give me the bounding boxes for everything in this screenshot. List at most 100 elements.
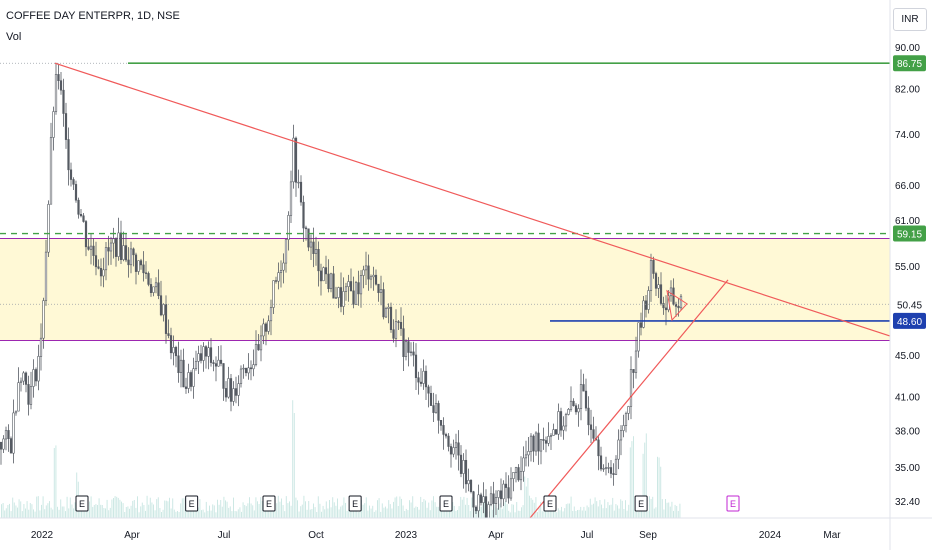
volume-bar [508, 510, 510, 518]
candle-body [419, 381, 423, 384]
earnings-marker[interactable]: E [348, 495, 362, 512]
candle-body [577, 408, 580, 413]
volume-bar [201, 510, 202, 518]
volume-bar [434, 502, 436, 518]
earnings-marker[interactable]: E [75, 495, 89, 512]
volume-bar [178, 512, 180, 518]
earnings-marker[interactable]: E [262, 495, 276, 512]
candle-body [137, 260, 140, 272]
candle-body [304, 227, 308, 230]
volume-bar [657, 456, 658, 518]
candle-body [82, 215, 85, 222]
volume-bar [562, 511, 564, 518]
earnings-marker[interactable]: E [726, 495, 740, 512]
candle-body [489, 493, 493, 505]
candle-body [582, 384, 585, 392]
candle-body [509, 478, 513, 499]
volume-bar [652, 496, 654, 518]
volume-bar [106, 499, 108, 518]
volume-bar [671, 501, 673, 518]
candle-body [637, 322, 640, 352]
candle-body [302, 201, 305, 229]
candle-body [287, 215, 290, 240]
candle-body [84, 221, 88, 248]
candle-body [72, 179, 75, 185]
candle-body [634, 350, 638, 373]
volume-bar [50, 507, 52, 518]
volume-bar [322, 505, 324, 518]
volume-bar [340, 506, 342, 518]
earnings-marker[interactable]: E [185, 495, 199, 512]
volume-bar [437, 506, 439, 518]
candle-body [54, 74, 58, 112]
earnings-marker-box [262, 495, 276, 512]
earnings-marker[interactable]: E [634, 495, 648, 512]
currency-button[interactable]: INR [893, 8, 927, 31]
candle-body [672, 287, 675, 305]
volume-bar [157, 497, 159, 518]
volume-bar [479, 506, 481, 518]
volume-bar [285, 496, 287, 518]
candle-body [27, 384, 30, 405]
volume-bar [173, 509, 175, 518]
volume-bar [250, 503, 252, 518]
candle-body [599, 455, 603, 470]
volume-bar [15, 505, 17, 518]
volume-bar [633, 436, 634, 518]
volume-bar [575, 511, 577, 518]
candle-body [364, 265, 368, 271]
volume-bar [305, 501, 306, 518]
volume-bar [588, 507, 590, 518]
candle-body [644, 300, 648, 310]
candle-body [247, 367, 250, 374]
volume-bar [625, 500, 626, 518]
volume-bar [381, 503, 383, 518]
volume-bar [297, 500, 298, 518]
candle-body [379, 289, 383, 293]
volume-bar [164, 500, 166, 518]
volume-bar [284, 511, 286, 518]
candle-body [624, 413, 628, 426]
volume-bar [370, 508, 372, 518]
volume-bar [138, 512, 140, 518]
earnings-marker[interactable]: E [543, 495, 557, 512]
earnings-marker-label: E [189, 499, 195, 509]
volume-bar [193, 511, 194, 518]
volume-bar [133, 500, 135, 518]
earnings-marker[interactable]: E [439, 495, 453, 512]
candle-body [604, 467, 608, 469]
volume-bar [223, 496, 225, 518]
volume-bar [295, 497, 297, 518]
volume-indicator-label[interactable]: Vol [6, 31, 22, 43]
volume-bar [255, 497, 257, 518]
y-tick-label: 38.00 [895, 426, 920, 437]
candle-body [234, 388, 238, 396]
candle-body [429, 392, 433, 406]
volume-bar [156, 499, 158, 518]
candle-body [194, 361, 198, 369]
volume-bar [373, 511, 375, 518]
volume-bar [364, 503, 366, 518]
candle-body [517, 467, 520, 481]
volume-bar [679, 503, 681, 518]
volume-bar [338, 509, 340, 518]
volume-bar [188, 511, 190, 518]
volume-bar [429, 510, 431, 518]
x-tick-label: Jul [218, 530, 231, 541]
price-axis-label-text: 48.60 [897, 317, 922, 328]
candle-body [229, 378, 233, 402]
price-axis-label-text: 86.75 [897, 59, 922, 70]
candle-body [222, 363, 225, 389]
candle-body [134, 254, 138, 272]
volume-bar [578, 509, 580, 518]
volume-bar [517, 510, 519, 518]
volume-bar [260, 497, 262, 518]
volume-bar [5, 508, 7, 518]
volume-bar [130, 505, 132, 518]
volume-bar [167, 501, 169, 518]
volume-bar [229, 506, 231, 518]
volume-bar [103, 508, 105, 518]
volume-bar [617, 505, 618, 518]
